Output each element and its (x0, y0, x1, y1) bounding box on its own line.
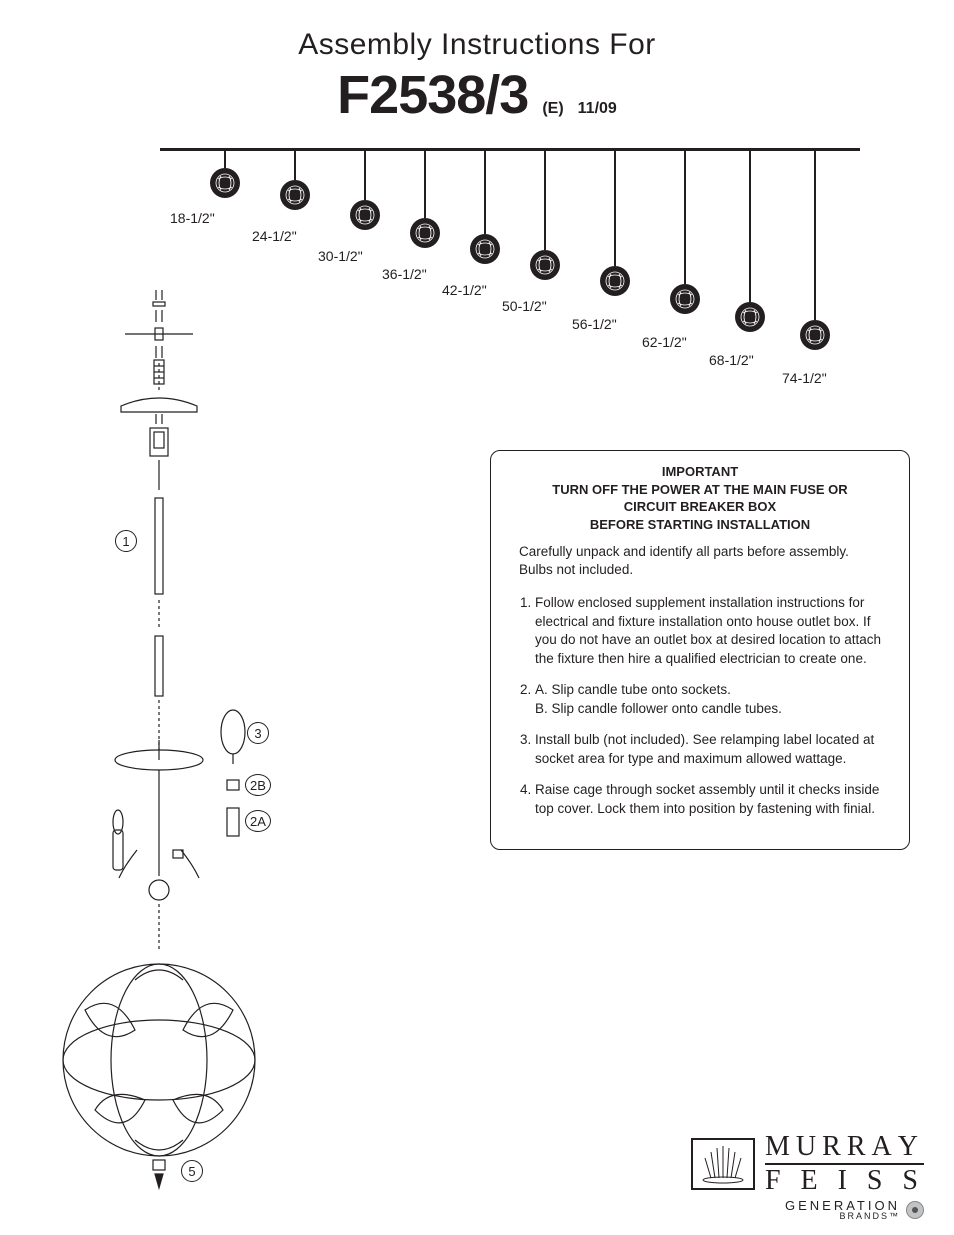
callout-2a: 2A (245, 810, 271, 832)
brand-block: MURRAY FEISS (691, 1134, 924, 1195)
header: Assembly Instructions For F2538/3 (E) 11… (0, 0, 954, 126)
length-label: 68-1/2" (709, 352, 754, 368)
sub-brand-icon (906, 1201, 924, 1219)
step-2b: B. Slip candle follower onto candle tube… (535, 700, 887, 719)
pendant (210, 148, 240, 198)
warning-line-4: BEFORE STARTING INSTALLATION (507, 516, 893, 534)
length-label: 56-1/2" (572, 316, 617, 332)
warning-line-2: TURN OFF THE POWER AT THE MAIN FUSE OR (507, 481, 893, 499)
length-label: 42-1/2" (442, 282, 487, 298)
step-2: A. Slip candle tube onto sockets. B. Sli… (535, 681, 893, 719)
callout-2b: 2B (245, 774, 271, 796)
brand-name-bottom: FEISS (765, 1168, 924, 1195)
document-date: 11/09 (578, 100, 617, 118)
callout-2a-label: 2A (245, 810, 271, 832)
pendant (410, 148, 440, 248)
revision: (E) (542, 100, 563, 118)
pendant (350, 148, 380, 230)
pendant (600, 148, 630, 296)
title-row: F2538/3 (E) 11/09 (337, 64, 617, 126)
pendant (735, 148, 765, 332)
brand-name-top: MURRAY (765, 1134, 924, 1161)
exploded-view: 1 3 2B 2A 5 (55, 290, 315, 1200)
pendant (800, 148, 830, 350)
warning: IMPORTANT TURN OFF THE POWER AT THE MAIN… (507, 463, 893, 533)
warning-line-3: CIRCUIT BREAKER BOX (507, 498, 893, 516)
brand-name: MURRAY FEISS (765, 1134, 924, 1195)
callout-5-label: 5 (181, 1160, 203, 1182)
callout-2b-label: 2B (245, 774, 271, 796)
pendant (470, 148, 500, 264)
step-1: Follow enclosed supplement installation … (535, 594, 893, 670)
step-2a: A. Slip candle tube onto sockets. (535, 681, 887, 700)
callout-1-label: 1 (115, 530, 137, 552)
callout-1: 1 (115, 530, 137, 552)
steps-list: Follow enclosed supplement installation … (535, 594, 893, 819)
length-label: 62-1/2" (642, 334, 687, 350)
warning-line-1: IMPORTANT (507, 463, 893, 481)
intro-text: Carefully unpack and identify all parts … (519, 543, 881, 579)
pendant (670, 148, 700, 314)
length-label: 30-1/2" (318, 248, 363, 264)
brand-logo-icon (691, 1138, 755, 1190)
model-number: F2538/3 (337, 64, 528, 126)
callout-3: 3 (247, 722, 269, 744)
step-4: Raise cage through socket assembly until… (535, 781, 893, 819)
length-label: 24-1/2" (252, 228, 297, 244)
pendant (280, 148, 310, 210)
length-label: 18-1/2" (170, 210, 215, 226)
step-3: Install bulb (not included). See relampi… (535, 731, 893, 769)
instructions-box: IMPORTANT TURN OFF THE POWER AT THE MAIN… (490, 450, 910, 850)
length-label: 74-1/2" (782, 370, 827, 386)
pretitle: Assembly Instructions For (0, 28, 954, 62)
callout-3-label: 3 (247, 722, 269, 744)
pendant (530, 148, 560, 280)
sub-brand: GENERATION BRANDS™ (785, 1198, 924, 1221)
callout-5: 5 (181, 1160, 203, 1182)
length-label: 50-1/2" (502, 298, 547, 314)
length-label: 36-1/2" (382, 266, 427, 282)
